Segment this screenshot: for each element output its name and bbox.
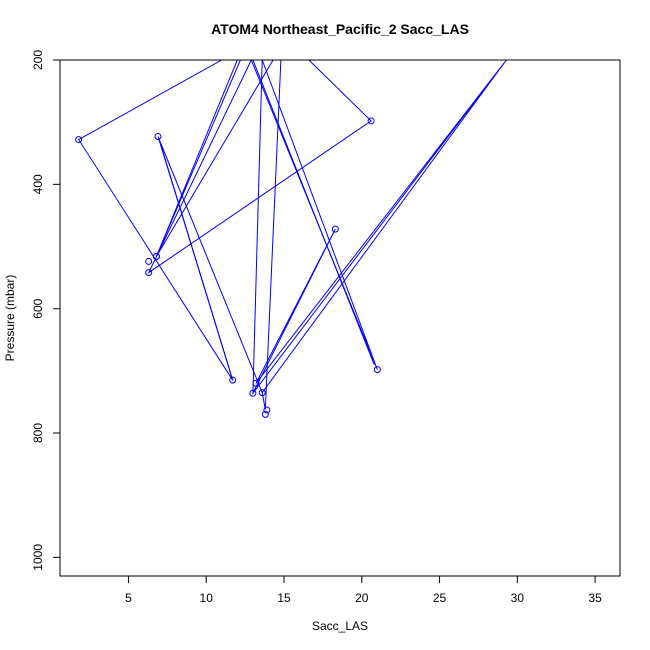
y-axis: 200 400 600 800 1000 xyxy=(31,50,61,571)
data-point-15 xyxy=(373,366,381,374)
data-point-19 xyxy=(152,252,160,260)
y-tick-label: 1000 xyxy=(31,544,45,571)
data-point-7 xyxy=(367,117,375,125)
series-lines xyxy=(77,60,507,410)
series-line-4 xyxy=(159,140,234,381)
series-line-2 xyxy=(155,60,274,257)
series-points xyxy=(75,117,381,418)
x-tick-label: 5 xyxy=(125,591,132,605)
data-point-4 xyxy=(263,406,271,414)
x-tick-label: 15 xyxy=(277,591,291,605)
x-tick-label: 10 xyxy=(200,591,214,605)
x-tick-label: 30 xyxy=(511,591,525,605)
data-point-10 xyxy=(258,389,266,397)
data-point-9 xyxy=(145,257,153,265)
x-axis: 5 10 15 20 25 30 35 xyxy=(125,575,602,605)
series-line-5 xyxy=(252,60,375,365)
x-axis-label: Sacc_LAS xyxy=(312,619,368,633)
data-point-3 xyxy=(154,132,162,140)
data-point-14 xyxy=(252,379,260,387)
series-line-3 xyxy=(261,60,282,410)
y-tick-label: 400 xyxy=(31,174,45,194)
x-tick-label: 25 xyxy=(433,591,447,605)
data-point-1 xyxy=(75,136,83,144)
y-tick-label: 800 xyxy=(31,423,45,443)
y-axis-label: Pressure (mbar) xyxy=(3,275,17,362)
data-point-2 xyxy=(229,376,237,384)
data-point-12 xyxy=(249,389,257,397)
y-tick-label: 200 xyxy=(31,50,45,70)
y-tick-label: 600 xyxy=(31,298,45,318)
chart-title: ATOM4 Northeast_Pacific_2 Sacc_LAS xyxy=(211,21,469,37)
data-point-13 xyxy=(331,225,339,233)
data-point-6 xyxy=(145,269,153,277)
x-tick-label: 20 xyxy=(355,591,369,605)
data-point-21 xyxy=(261,410,269,418)
x-tick-label: 35 xyxy=(588,591,602,605)
